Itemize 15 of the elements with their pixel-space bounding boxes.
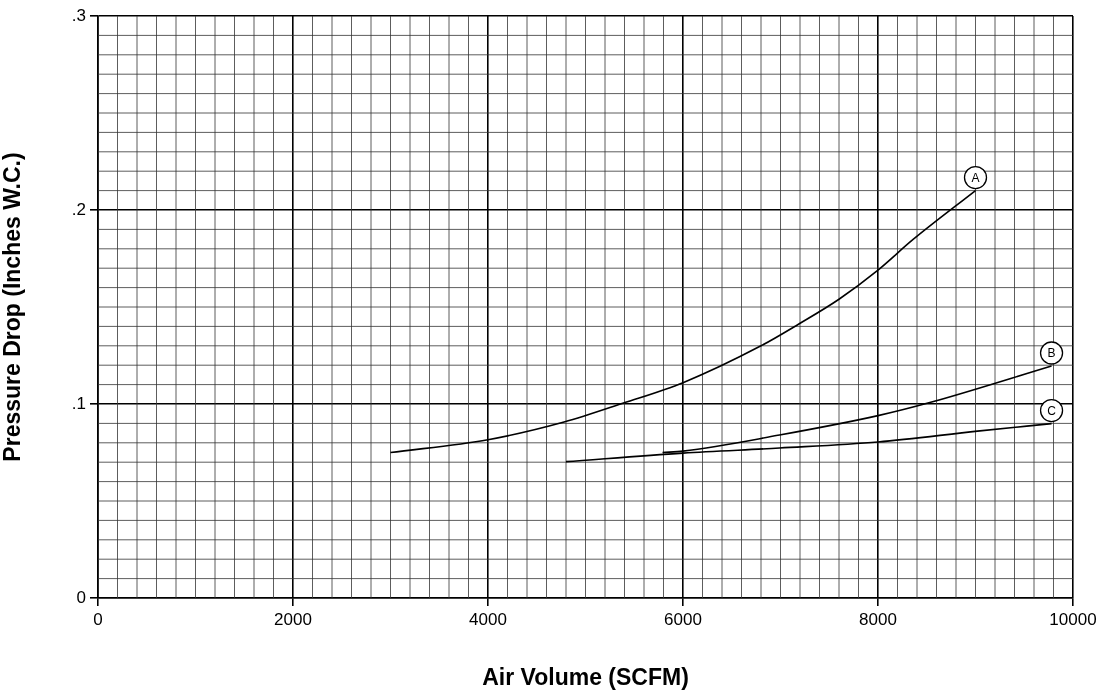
- x-tick-label: 6000: [664, 609, 702, 629]
- y-tick-label: .3: [71, 5, 86, 25]
- x-tick-label: 10000: [1049, 609, 1097, 629]
- x-tick-label: 2000: [274, 609, 312, 629]
- y-tick-label: 0: [76, 587, 86, 607]
- x-tick-label: 0: [93, 609, 103, 629]
- x-tick-label: 8000: [859, 609, 897, 629]
- x-axis-title: Air Volume (SCFM): [482, 663, 689, 690]
- series-label: A: [971, 170, 980, 185]
- y-axis-title: Pressure Drop (Inches W.C.): [0, 152, 26, 462]
- series-label: B: [1047, 346, 1056, 361]
- series-label: C: [1047, 403, 1057, 418]
- x-tick-label: 4000: [469, 609, 507, 629]
- y-tick-label: .1: [71, 393, 86, 413]
- y-tick-label: .2: [71, 199, 86, 219]
